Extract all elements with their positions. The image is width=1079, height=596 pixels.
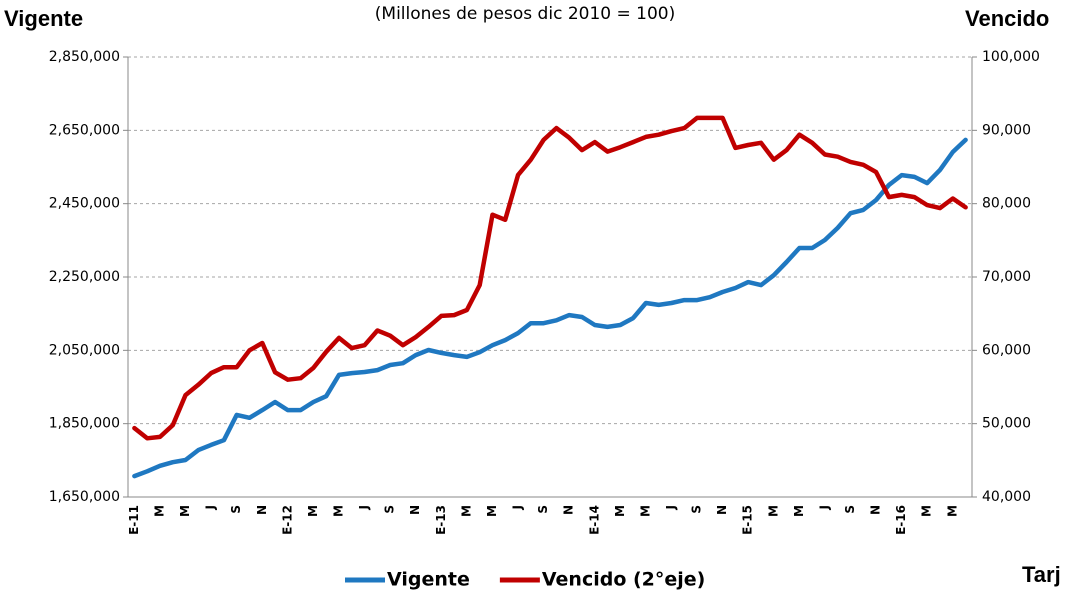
y2-tick-label: 60,000 [982, 342, 1031, 358]
x-tick-label: J [357, 505, 371, 510]
x-tick-label: M [766, 505, 780, 517]
series-line [132, 115, 968, 441]
x-tick-label: J [817, 505, 831, 510]
chart-subtitle: (Millones de pesos dic 2010 = 100) [375, 4, 675, 24]
x-tick-label: M [920, 505, 934, 517]
y-axis-label: Vigente [4, 6, 83, 31]
x-tick-label: E-13 [434, 505, 448, 535]
x-tick-label: N [562, 505, 576, 515]
y-tick-label: 1,650,000 [49, 489, 120, 505]
y2-axis-label: Vencido [965, 6, 1049, 31]
x-tick-label: M [459, 505, 473, 517]
x-tick-label: J [511, 505, 525, 510]
x-tick-label: S [229, 505, 243, 514]
y-tick-label: 1,850,000 [49, 416, 120, 432]
series-line [132, 137, 968, 479]
x-tick-label: M [613, 505, 627, 517]
x-tick-label: E-11 [127, 505, 141, 535]
x-tick-label: S [536, 505, 550, 514]
x-tick-label: N [408, 505, 422, 515]
x-tick-label: S [690, 505, 704, 514]
x-tick-label: E-14 [587, 505, 601, 535]
x-tick-label: M [638, 505, 652, 517]
legend-label: Vigente [387, 569, 470, 591]
y-tick-label: 2,250,000 [49, 269, 120, 285]
x-tick-label: M [178, 505, 192, 517]
y2-tick-label: 90,000 [982, 122, 1031, 138]
x-tick-label: E-16 [894, 505, 908, 535]
x-tick-label: E-12 [280, 505, 294, 535]
annotation: Tarj [1022, 562, 1061, 587]
x-tick-label: N [715, 505, 729, 515]
x-tick-label: M [945, 505, 959, 517]
y-tick-label: 2,050,000 [49, 342, 120, 358]
y-tick-label: 2,850,000 [49, 49, 120, 65]
y2-tick-label: 80,000 [982, 196, 1031, 212]
y2-tick-label: 100,000 [982, 49, 1040, 65]
x-tick-label: M [306, 505, 320, 517]
x-tick-label: M [332, 505, 346, 517]
x-tick-label: S [383, 505, 397, 514]
y2-tick-label: 40,000 [982, 489, 1031, 505]
x-tick-label: M [792, 505, 806, 517]
x-tick-label: S [843, 505, 857, 514]
y2-tick-label: 50,000 [982, 416, 1031, 432]
y2-tick-label: 70,000 [982, 269, 1031, 285]
x-tick-label: E-15 [741, 505, 755, 535]
x-tick-label: M [152, 505, 166, 517]
x-tick-label: J [664, 505, 678, 510]
x-tick-label: N [255, 505, 269, 515]
y-tick-label: 2,650,000 [49, 122, 120, 138]
legend-label: Vencido (2°eje) [542, 569, 706, 591]
x-tick-label: J [204, 505, 218, 510]
x-tick-label: N [869, 505, 883, 515]
y-tick-label: 2,450,000 [49, 196, 120, 212]
x-tick-label: M [485, 505, 499, 517]
